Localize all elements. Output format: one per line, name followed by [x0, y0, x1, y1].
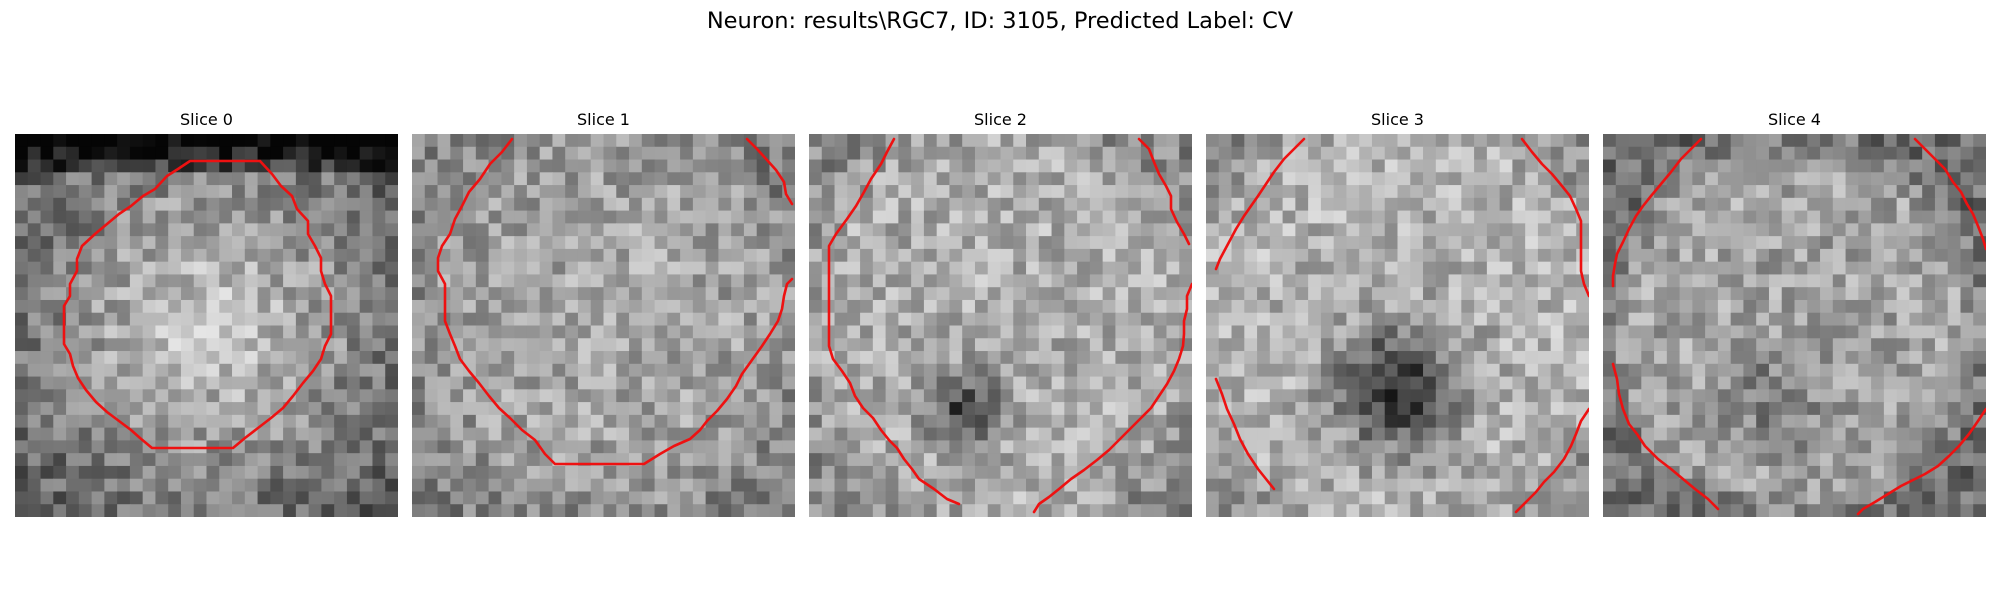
pixel-grid: [809, 134, 1192, 517]
slice-title: Slice 0: [15, 110, 398, 129]
figure-title: Neuron: results\RGC7, ID: 3105, Predicte…: [0, 8, 2000, 34]
pixel-grid: [1206, 134, 1589, 517]
slice-image: [1603, 134, 1986, 517]
slice-title: Slice 3: [1206, 110, 1589, 129]
slice-image: [15, 134, 398, 517]
slice-image: [412, 134, 795, 517]
slice-title: Slice 2: [809, 110, 1192, 129]
slice-title: Slice 4: [1603, 110, 1986, 129]
pixel-grid: [15, 134, 398, 517]
slice-title: Slice 1: [412, 110, 795, 129]
slice-image: [809, 134, 1192, 517]
slice-image: [1206, 134, 1589, 517]
